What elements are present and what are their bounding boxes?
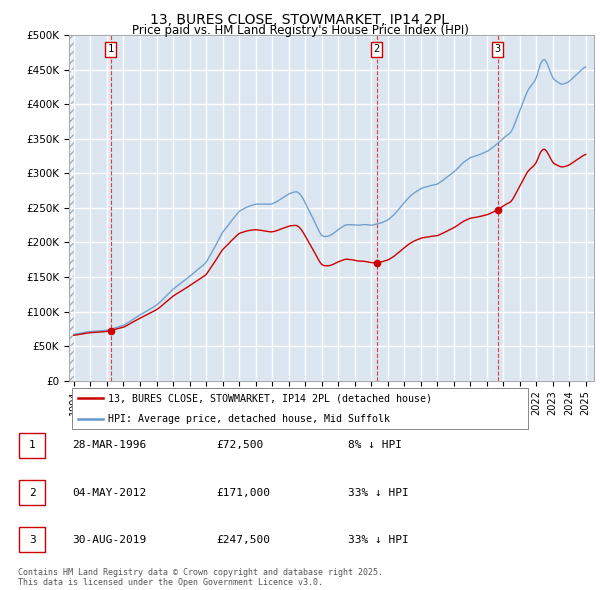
Text: 13, BURES CLOSE, STOWMARKET, IP14 2PL: 13, BURES CLOSE, STOWMARKET, IP14 2PL [151,13,449,27]
Text: 3: 3 [494,44,501,54]
Bar [69,35,74,381]
Text: 8% ↓ HPI: 8% ↓ HPI [348,441,402,450]
FancyBboxPatch shape [19,527,46,552]
Text: 33% ↓ HPI: 33% ↓ HPI [348,488,409,497]
Text: 3: 3 [29,535,36,545]
FancyBboxPatch shape [19,433,46,458]
Text: 33% ↓ HPI: 33% ↓ HPI [348,535,409,545]
Text: £247,500: £247,500 [216,535,270,545]
Text: 30-AUG-2019: 30-AUG-2019 [72,535,146,545]
Text: 1: 1 [29,441,36,450]
Text: £72,500: £72,500 [216,441,263,450]
Text: 2: 2 [29,488,36,497]
Text: 13, BURES CLOSE, STOWMARKET, IP14 2PL (detached house): 13, BURES CLOSE, STOWMARKET, IP14 2PL (d… [109,394,433,404]
Text: Price paid vs. HM Land Registry's House Price Index (HPI): Price paid vs. HM Land Registry's House … [131,24,469,37]
Text: Contains HM Land Registry data © Crown copyright and database right 2025.
This d: Contains HM Land Registry data © Crown c… [18,568,383,587]
Text: 28-MAR-1996: 28-MAR-1996 [72,441,146,450]
FancyBboxPatch shape [71,388,529,430]
Text: HPI: Average price, detached house, Mid Suffolk: HPI: Average price, detached house, Mid … [109,414,391,424]
Text: £171,000: £171,000 [216,488,270,497]
FancyBboxPatch shape [19,480,46,505]
Text: 2: 2 [374,44,380,54]
Text: 1: 1 [107,44,114,54]
Bar [69,35,74,381]
Text: 04-MAY-2012: 04-MAY-2012 [72,488,146,497]
